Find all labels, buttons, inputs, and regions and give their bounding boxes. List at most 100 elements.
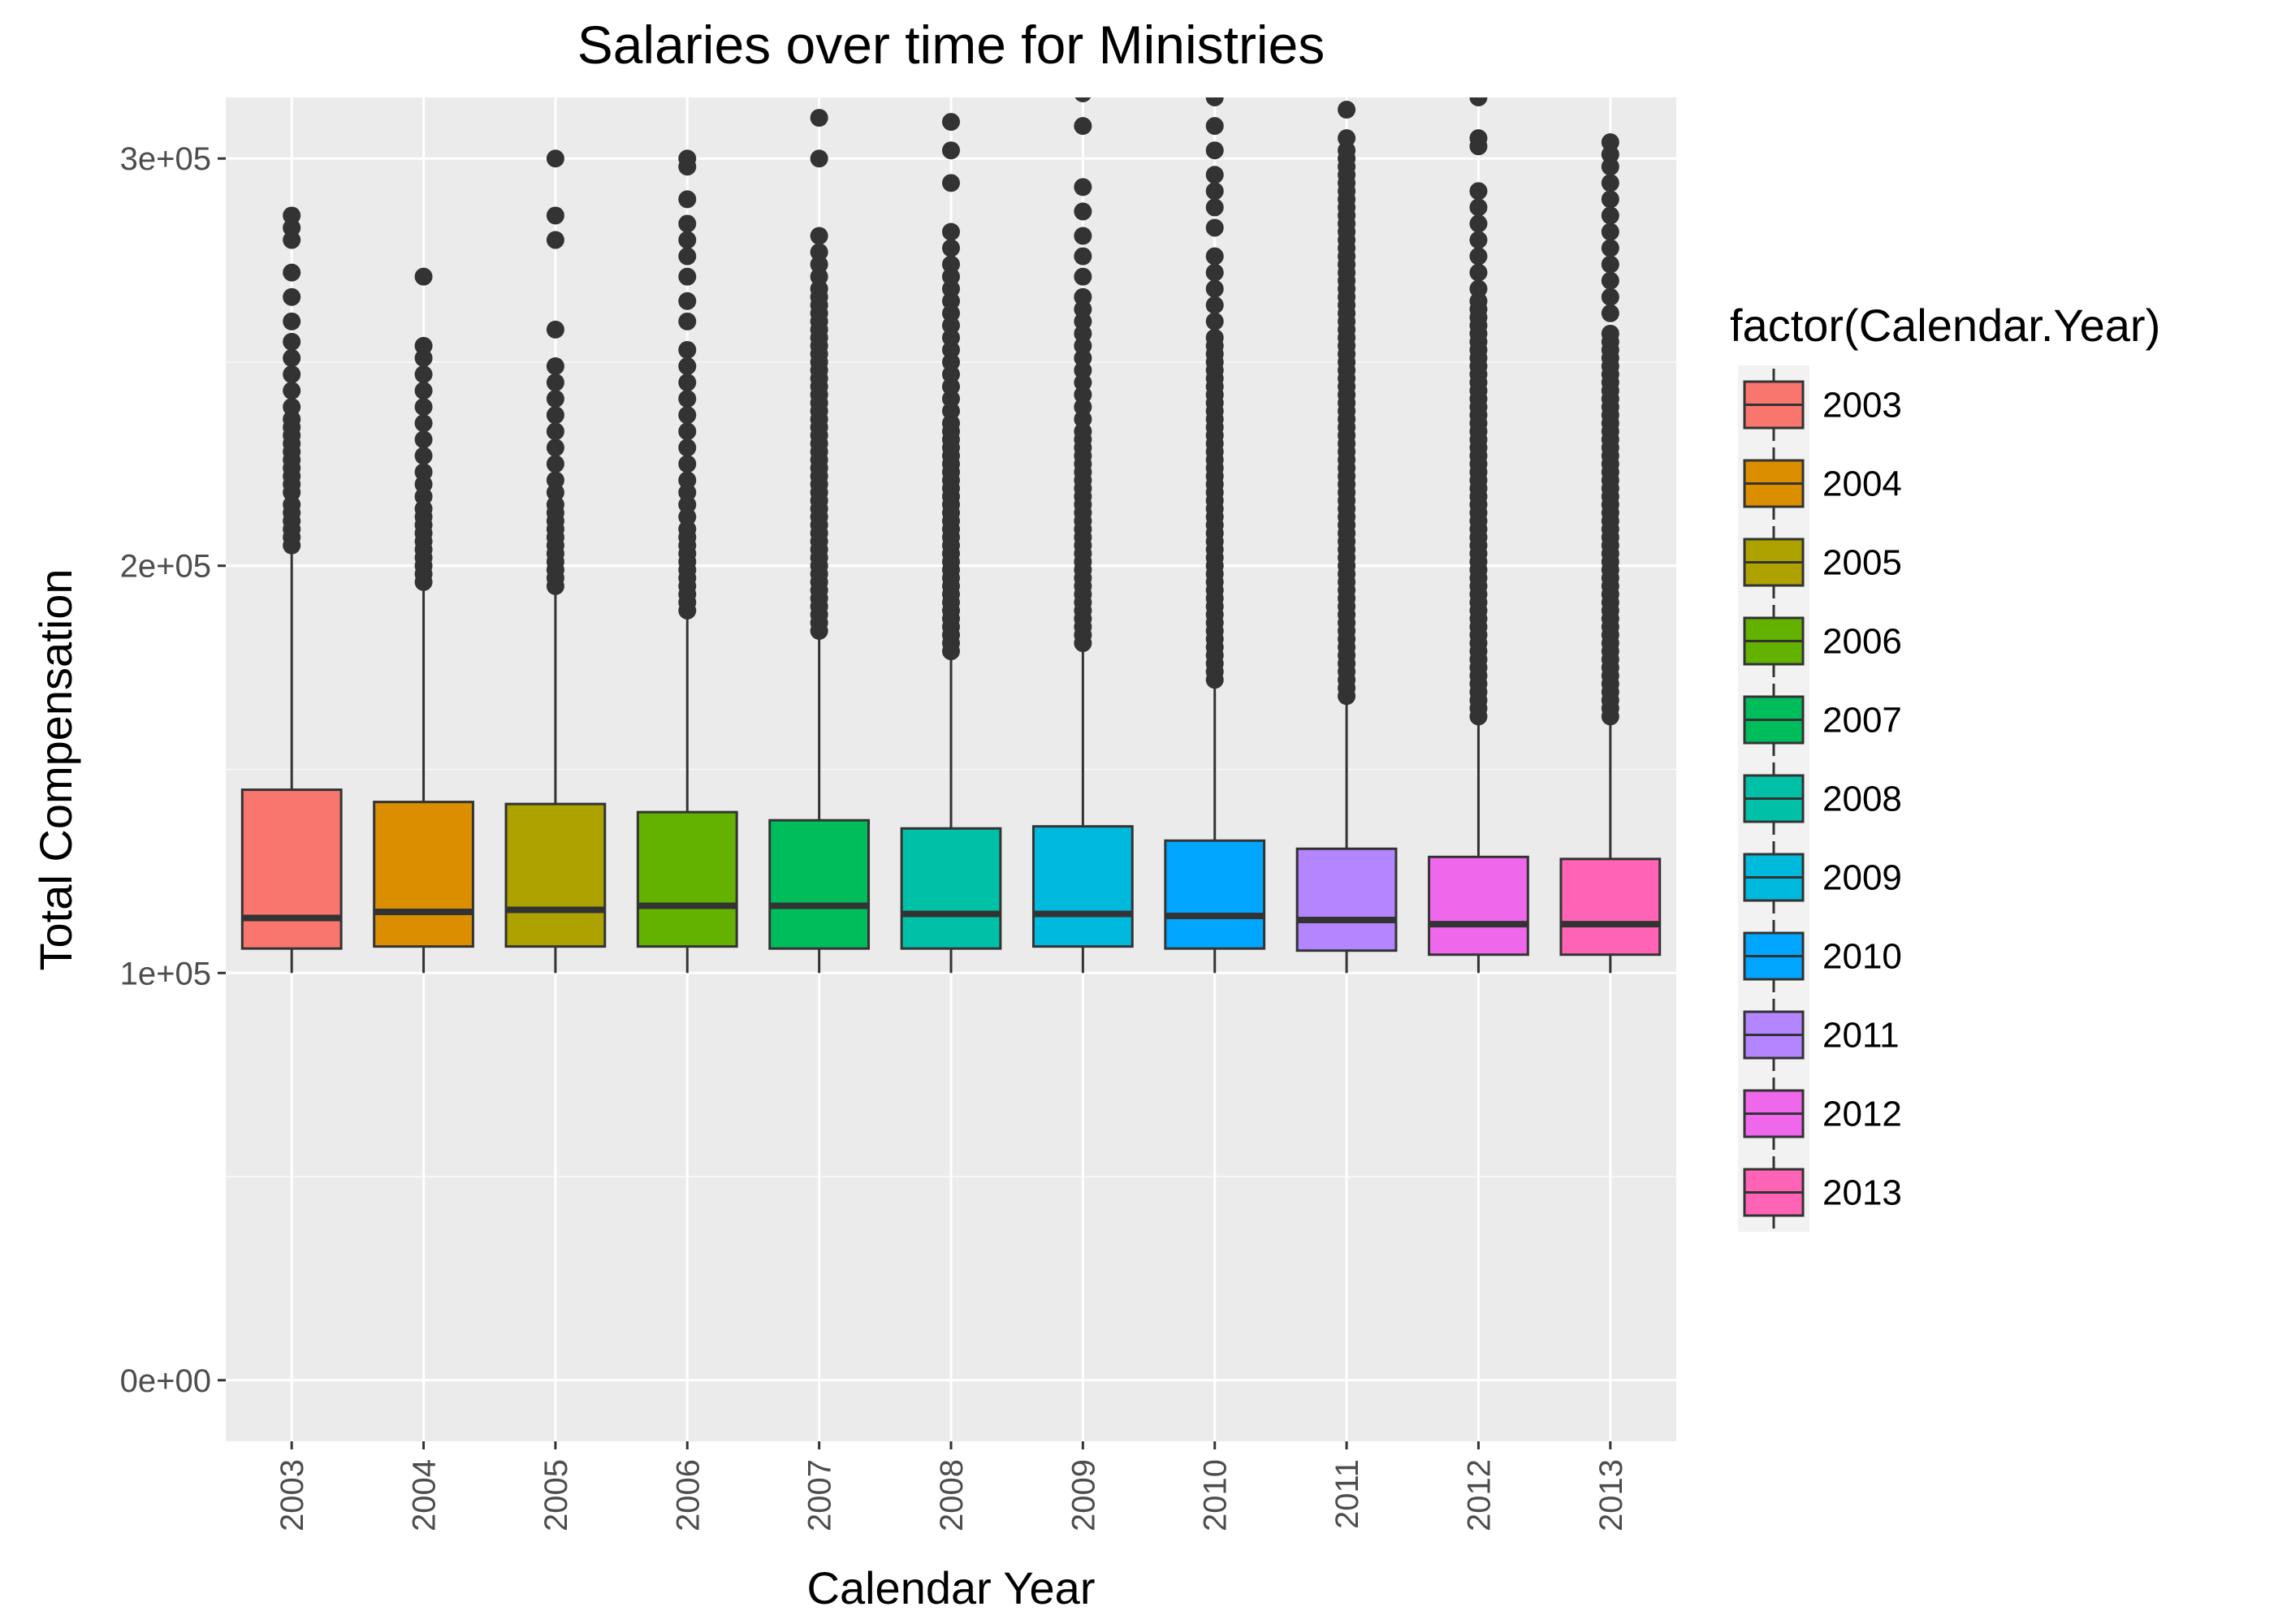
outlier-point: [810, 227, 828, 245]
outlier-point: [414, 348, 433, 367]
outlier-point: [546, 406, 564, 425]
outlier-point: [283, 495, 301, 514]
outlier-point: [1205, 328, 1224, 347]
outlier-point: [678, 340, 697, 359]
outlier-point: [942, 292, 960, 310]
outlier-point: [1601, 255, 1619, 274]
outlier-point: [283, 382, 301, 400]
outlier-point: [546, 374, 564, 392]
outlier-point: [1205, 198, 1224, 217]
legend-title: factor(Calendar.Year): [1730, 300, 2160, 351]
outlier-point: [1205, 296, 1224, 314]
outlier-point: [942, 174, 960, 192]
outlier-point: [678, 247, 697, 266]
legend-label: 2005: [1822, 543, 1902, 583]
box-body: [1164, 839, 1266, 950]
legend-label: 2004: [1822, 464, 1902, 504]
outlier-point: [1074, 267, 1092, 286]
outlier-point: [942, 414, 960, 433]
outlier-point: [546, 357, 564, 375]
outlier-point: [1601, 239, 1619, 257]
outlier-point: [283, 287, 301, 306]
box-2007: [768, 109, 871, 974]
outlier-point: [942, 267, 960, 286]
outlier-point: [1205, 263, 1224, 282]
outlier-point: [1205, 182, 1224, 201]
x-tick-label: 2006: [670, 1459, 706, 1531]
outlier-point: [414, 499, 433, 518]
outlier-point: [546, 422, 564, 441]
outlier-point: [283, 410, 301, 429]
outlier-point: [942, 255, 960, 274]
box-body: [1031, 825, 1134, 948]
outlier-point: [942, 141, 960, 160]
legend-item-2010: 2010: [1738, 917, 1902, 996]
x-tick-label: 2003: [275, 1459, 310, 1531]
outlier-point: [1074, 348, 1092, 367]
outlier-point: [1469, 214, 1488, 233]
outlier-point: [546, 206, 564, 225]
outlier-point: [283, 365, 301, 384]
outlier-point: [678, 267, 697, 286]
outlier-point: [942, 340, 960, 359]
outlier-point: [1338, 141, 1356, 160]
outlier-point: [1074, 247, 1092, 266]
legend-item-2003: 2003: [1738, 365, 1902, 444]
box-body: [768, 818, 871, 950]
outlier-point: [1469, 231, 1488, 249]
outlier-point: [414, 447, 433, 465]
outlier-point: [942, 402, 960, 421]
outlier-point: [678, 406, 697, 425]
x-tick-label: 2008: [934, 1459, 970, 1531]
outlier-point: [1205, 166, 1224, 184]
outlier-point: [942, 328, 960, 347]
outlier-point: [810, 243, 828, 261]
outlier-point: [1601, 158, 1619, 176]
outlier-point: [546, 231, 564, 249]
outlier-point: [942, 239, 960, 257]
outlier-point: [283, 312, 301, 330]
legend-item-2013: 2013: [1738, 1153, 1902, 1232]
outlier-point: [678, 312, 697, 330]
outlier-point: [810, 279, 828, 298]
legend-label: 2008: [1822, 780, 1902, 819]
outlier-point: [1074, 312, 1092, 330]
outlier-point: [942, 352, 960, 371]
outlier-point: [546, 495, 564, 514]
box-body: [636, 810, 738, 948]
box-2008: [900, 113, 1002, 974]
outlier-point: [1074, 398, 1092, 417]
outlier-point: [1074, 361, 1092, 380]
outlier-point: [1074, 300, 1092, 318]
outlier-point: [1074, 227, 1092, 245]
outlier-point: [283, 206, 301, 225]
outlier-point: [1205, 218, 1224, 237]
box-2009: [1031, 97, 1134, 974]
x-tick-label: 2005: [538, 1459, 574, 1531]
box-body: [504, 802, 607, 948]
box-2004: [373, 267, 474, 974]
outlier-point: [678, 390, 697, 408]
legend-item-2005: 2005: [1738, 523, 1902, 602]
outlier-point: [414, 365, 433, 384]
outlier-point: [942, 316, 960, 335]
y-tick-label: 2e+05: [120, 549, 211, 585]
boxes: [240, 97, 1662, 974]
legend-item-2011: 2011: [1738, 996, 1900, 1074]
outlier-point: [1601, 324, 1619, 343]
outlier-point: [678, 495, 697, 514]
outlier-point: [942, 378, 960, 396]
x-tick-label: 2012: [1461, 1459, 1497, 1531]
box-2012: [1428, 97, 1529, 974]
legend-label: 2011: [1822, 1016, 1900, 1056]
outlier-point: [678, 455, 697, 473]
outlier-point: [678, 357, 697, 375]
outlier-point: [1601, 271, 1619, 290]
outlier-point: [546, 483, 564, 502]
legend-item-2006: 2006: [1738, 602, 1902, 680]
outlier-point: [678, 190, 697, 209]
box-body: [1295, 847, 1398, 952]
x-tick-label: 2010: [1198, 1459, 1234, 1531]
legend-label: 2003: [1822, 386, 1902, 425]
